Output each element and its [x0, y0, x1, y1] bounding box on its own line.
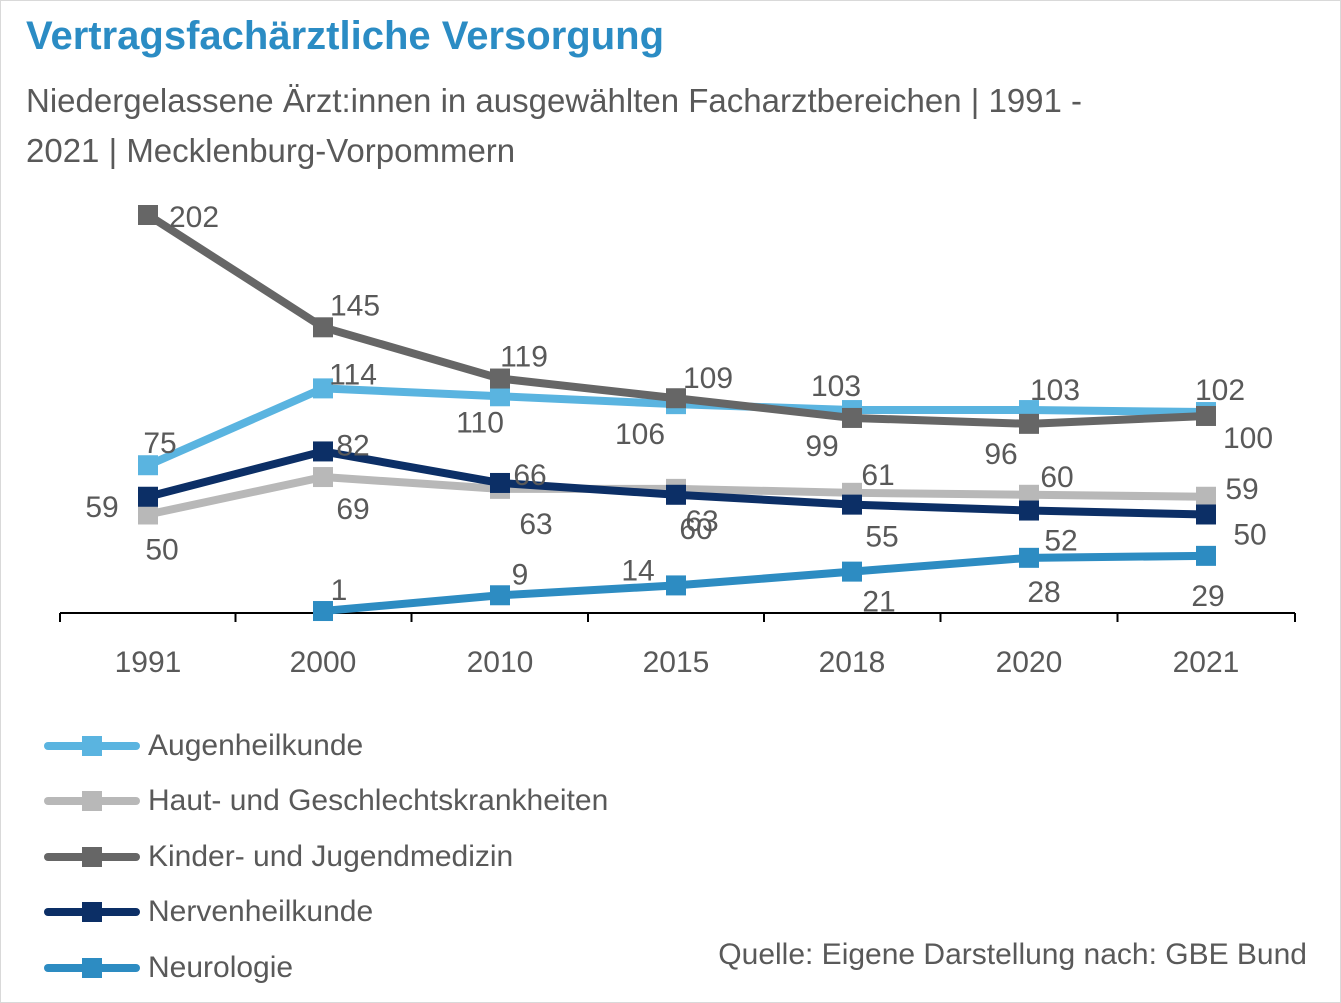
series-3-label-2: 66: [513, 459, 546, 492]
series-4-point-2: [490, 585, 510, 606]
series-1-label-5: 60: [1040, 461, 1073, 494]
series-0-label-4: 103: [811, 370, 861, 403]
series-2-point-2: [490, 368, 510, 389]
legend-item-1: Haut- und Geschlechtskrankheiten: [44, 774, 608, 830]
series-4-point-5: [1019, 547, 1039, 568]
series-0-label-0: 75: [143, 427, 176, 460]
legend-label: Nervenheilkunde: [148, 895, 374, 929]
series-0-label-6: 102: [1195, 374, 1245, 407]
series-2-point-1: [313, 317, 333, 338]
series-3-point-0: [138, 486, 158, 507]
x-tick-label-2021: 2021: [1173, 646, 1240, 679]
series-4-label-4: 21: [862, 586, 895, 619]
series-0-label-3: 106: [615, 418, 665, 451]
series-4-label-3: 14: [621, 554, 654, 587]
legend-swatch: [44, 957, 140, 978]
series-3-point-3: [666, 484, 686, 505]
series-4-label-5: 28: [1027, 576, 1060, 609]
legend-label: Haut- und Geschlechtskrankheiten: [148, 784, 609, 818]
series-3-point-2: [490, 472, 510, 493]
series-3-point-4: [842, 494, 862, 515]
data-labels: 50 69 63 63 61 60 59 1 9 14 21 28 29 59 82 66 60 55 52 50 75…: [85, 201, 1273, 619]
legend-item-4: Neurologie: [44, 940, 608, 996]
series-4-label-2: 9: [512, 558, 529, 591]
legend-item-3: Nervenheilkunde: [44, 885, 608, 941]
series-3-label-1: 82: [336, 429, 369, 462]
series-line-4: [319, 551, 1210, 616]
series-2-label-6: 100: [1223, 422, 1273, 455]
legend-label: Kinder- und Jugendmedizin: [148, 839, 514, 873]
series-0-label-2: 110: [456, 406, 504, 439]
x-tick-label-2000: 2000: [290, 646, 357, 679]
series-1-label-2: 63: [519, 508, 552, 541]
series-3-label-0: 59: [85, 491, 118, 524]
series-2-label-4: 99: [805, 430, 838, 463]
x-tick-label-2015: 2015: [643, 646, 710, 679]
series-3-label-6: 50: [1233, 518, 1266, 551]
series-3-label-4: 55: [865, 521, 898, 554]
series-1-label-6: 59: [1225, 473, 1258, 506]
x-tick-label-1991: 1991: [115, 646, 182, 679]
series-1-point-5: [1019, 484, 1039, 505]
series-0-label-5: 103: [1030, 374, 1080, 407]
series-0-label-1: 114: [329, 358, 377, 391]
series-3-label-5: 52: [1044, 525, 1077, 558]
chart-title: Vertragsfachärztliche Versorgung: [26, 14, 665, 58]
series-1-label-3: 63: [685, 505, 718, 538]
x-tick-label-2010: 2010: [467, 646, 534, 679]
series-2-label-5: 96: [984, 438, 1017, 471]
x-axis: 1991 2000 2010 2015 2018 2020 2021: [59, 612, 1296, 679]
x-tick-label-2018: 2018: [819, 646, 886, 679]
series-2-point-4: [842, 407, 862, 428]
series-4-point-3: [666, 575, 686, 596]
legend-swatch-marker: [82, 957, 102, 978]
source-note: Quelle: Eigene Darstellung nach: GBE Bun…: [718, 938, 1307, 971]
series-0-point-1: [313, 378, 333, 399]
legend-item-0: Augenheilkunde: [44, 718, 608, 774]
series-4-point-6: [1196, 545, 1216, 566]
legend-swatch-marker: [82, 902, 102, 923]
legend-swatch: [44, 735, 140, 756]
series-4-label-6: 29: [1191, 580, 1224, 613]
series-2-point-3: [666, 388, 686, 409]
chart-subtitle: Niedergelassene Ärzt:innen in ausgewählt…: [26, 82, 1083, 169]
series-3-point-6: [1196, 504, 1216, 525]
series-2-point-6: [1196, 405, 1216, 426]
series-markers: [138, 205, 1216, 622]
series-3-label-3: 60: [679, 513, 712, 546]
legend-label: Neurologie: [148, 950, 294, 984]
legend: Augenheilkunde Haut- und Geschlechtskrank…: [44, 718, 608, 996]
series-1-point-6: [1196, 486, 1216, 507]
x-tick-label-2020: 2020: [996, 646, 1063, 679]
series-3-point-5: [1019, 500, 1039, 521]
series-0-point-0: [138, 455, 158, 476]
series-1-label-0: 50: [145, 533, 178, 566]
legend-swatch-marker: [82, 846, 102, 867]
legend-swatch: [44, 791, 140, 812]
series-1-label-1: 69: [336, 493, 369, 526]
series-3-point-1: [313, 441, 333, 462]
legend-swatch-marker: [82, 735, 102, 756]
series-2-label-0: 202: [169, 201, 219, 234]
series-2-label-1: 145: [330, 289, 380, 322]
series-4-point-4: [842, 561, 862, 582]
series-4-label-1: 1: [331, 574, 348, 607]
series-2-point-0: [138, 205, 158, 225]
legend-item-2: Kinder- und Jugendmedizin: [44, 829, 608, 885]
series-4-point-1: [313, 601, 333, 622]
legend-swatch: [44, 902, 140, 923]
series-1-label-4: 61: [861, 459, 894, 492]
series-0-point-2: [490, 386, 510, 407]
legend-swatch: [44, 846, 140, 867]
legend-swatch-marker: [82, 791, 102, 812]
series-2-point-5: [1019, 413, 1039, 434]
series-1-point-1: [313, 467, 333, 488]
legend-label: Augenheilkunde: [148, 728, 364, 762]
series-1-point-0: [138, 504, 158, 525]
series-2-label-3: 109: [683, 362, 733, 395]
series-2-label-2: 119: [500, 341, 548, 374]
